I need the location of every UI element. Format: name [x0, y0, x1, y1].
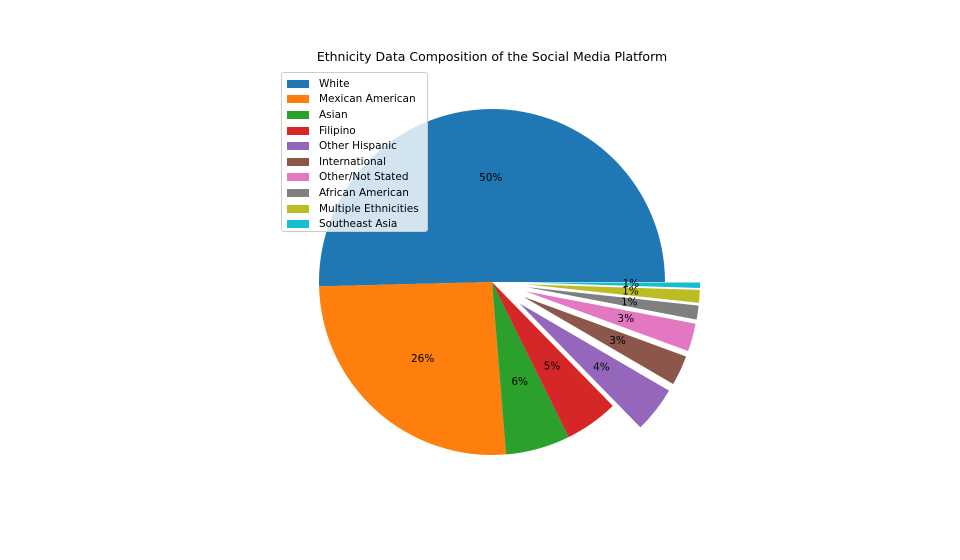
- pie-slice-southeast-asia: [526, 282, 700, 288]
- legend-swatch: [287, 142, 309, 151]
- chart-title: Ethnicity Data Composition of the Social…: [316, 49, 668, 64]
- legend-label: Asian: [319, 108, 348, 121]
- slice-percent-label: 1%: [622, 278, 639, 290]
- legend-label: Filipino: [319, 124, 356, 137]
- pie-slice-other-hispanic: [519, 303, 670, 428]
- legend: White Mexican American Asian Filipino Other …: [281, 72, 428, 232]
- slice-percent-label: 6%: [511, 376, 528, 388]
- legend-label: Other Hispanic: [319, 140, 397, 153]
- slice-percent-label: 3%: [609, 335, 626, 347]
- legend-swatch: [287, 204, 309, 213]
- legend-label: African American: [319, 186, 409, 199]
- legend-swatch: [287, 79, 309, 88]
- slice-percent-label: 26%: [411, 353, 434, 365]
- pie-slice-asian: [492, 282, 569, 455]
- legend-swatch: [287, 220, 309, 229]
- legend-label: White: [319, 77, 350, 90]
- legend-swatch: [287, 110, 309, 119]
- legend-item: Other/Not Stated: [287, 170, 427, 186]
- legend-swatch: [287, 157, 309, 166]
- slice-percent-label: 1%: [622, 286, 639, 298]
- slice-percent-label: 3%: [617, 313, 634, 325]
- legend-swatch: [287, 188, 309, 197]
- legend-label: Other/Not Stated: [319, 171, 409, 184]
- legend-swatch: [287, 173, 309, 182]
- legend-label: Mexican American: [319, 93, 416, 106]
- pie-slice-international: [523, 296, 687, 385]
- legend-item: Filipino: [287, 123, 427, 139]
- legend-item: Multiple Ethnicities: [287, 201, 427, 217]
- slice-percent-label: 50%: [479, 172, 502, 184]
- pie-slice-filipino: [492, 282, 613, 438]
- slice-percent-label: 1%: [621, 296, 638, 308]
- legend-item: African American: [287, 185, 427, 201]
- legend-item: Mexican American: [287, 92, 427, 108]
- legend-swatch: [287, 95, 309, 104]
- legend-label: Southeast Asia: [319, 218, 398, 231]
- slice-percent-label: 5%: [544, 361, 561, 373]
- legend-label: Multiple Ethnicities: [319, 202, 419, 215]
- pie-slice-mexican-american: [319, 282, 507, 456]
- pie-slice-african-american: [526, 287, 699, 320]
- legend-label: International: [319, 155, 387, 168]
- legend-item: Asian: [287, 107, 427, 123]
- legend-item: International: [287, 154, 427, 170]
- legend-item: Other Hispanic: [287, 138, 427, 154]
- pie-slice-other-not-stated: [525, 291, 696, 351]
- slice-percent-label: 4%: [593, 361, 610, 373]
- legend-item: Southeast Asia: [287, 216, 427, 232]
- legend-swatch: [287, 126, 309, 135]
- legend-item: White: [287, 76, 427, 92]
- pie-slice-multiple-ethnicities: [526, 284, 700, 303]
